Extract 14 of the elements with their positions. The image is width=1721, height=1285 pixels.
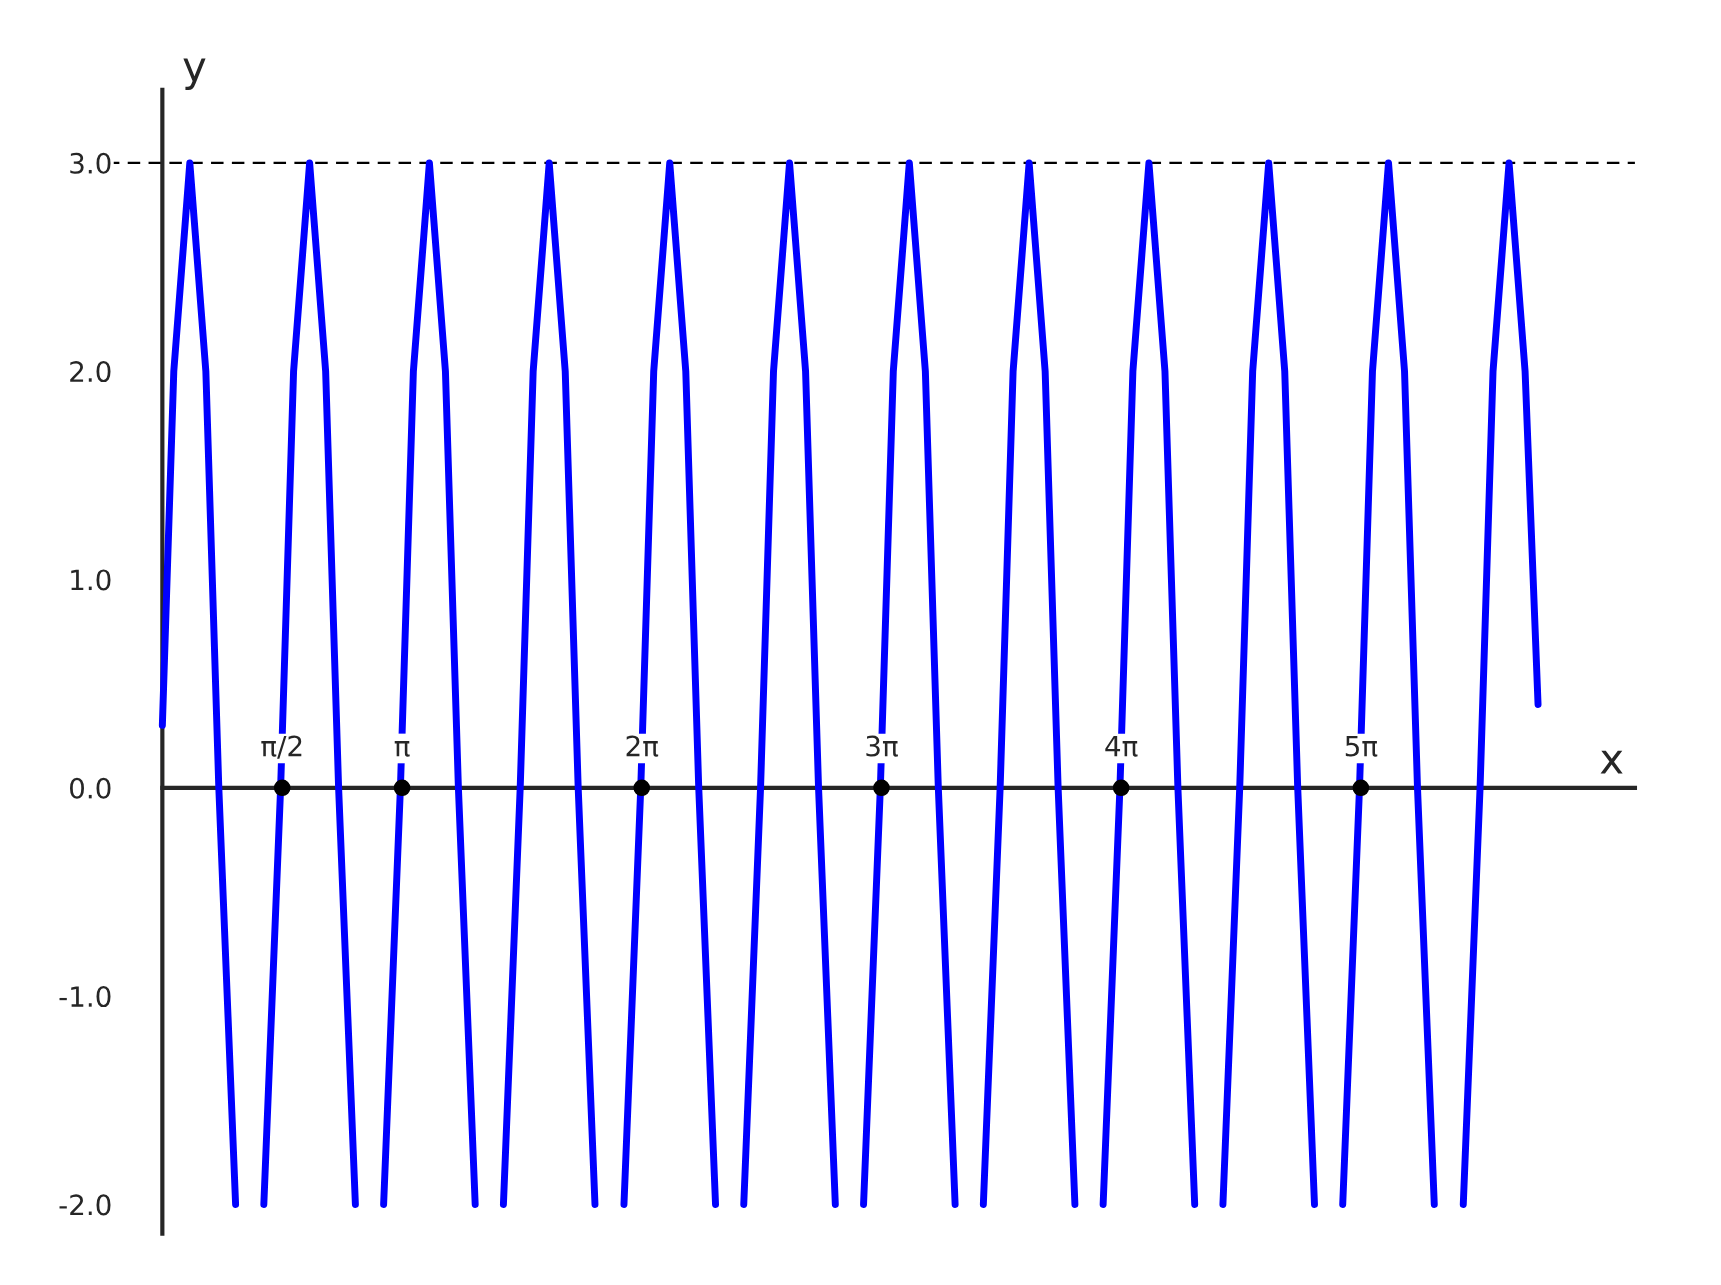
x-axis-title: x [1600, 750, 1623, 774]
x-tick-label: π/2 [261, 735, 302, 759]
x-tick-label: 3π [866, 735, 898, 757]
x-tick-label: 4π [1105, 735, 1138, 757]
y-tick-label: -1.0 [59, 986, 111, 1008]
y-tick-label: 2.0 [70, 361, 111, 383]
y-tick-label: 3.0 [70, 152, 111, 174]
y-axis-title: y [183, 58, 206, 90]
y-tick-label: 0.0 [70, 777, 111, 799]
x-tick-label: π [394, 740, 410, 757]
y-tick-label: -2.0 [59, 1194, 111, 1216]
x-tick-label: 5π [1345, 735, 1378, 757]
x-tick-label: 2π [626, 735, 659, 757]
y-tick-label: 1.0 [71, 569, 111, 591]
